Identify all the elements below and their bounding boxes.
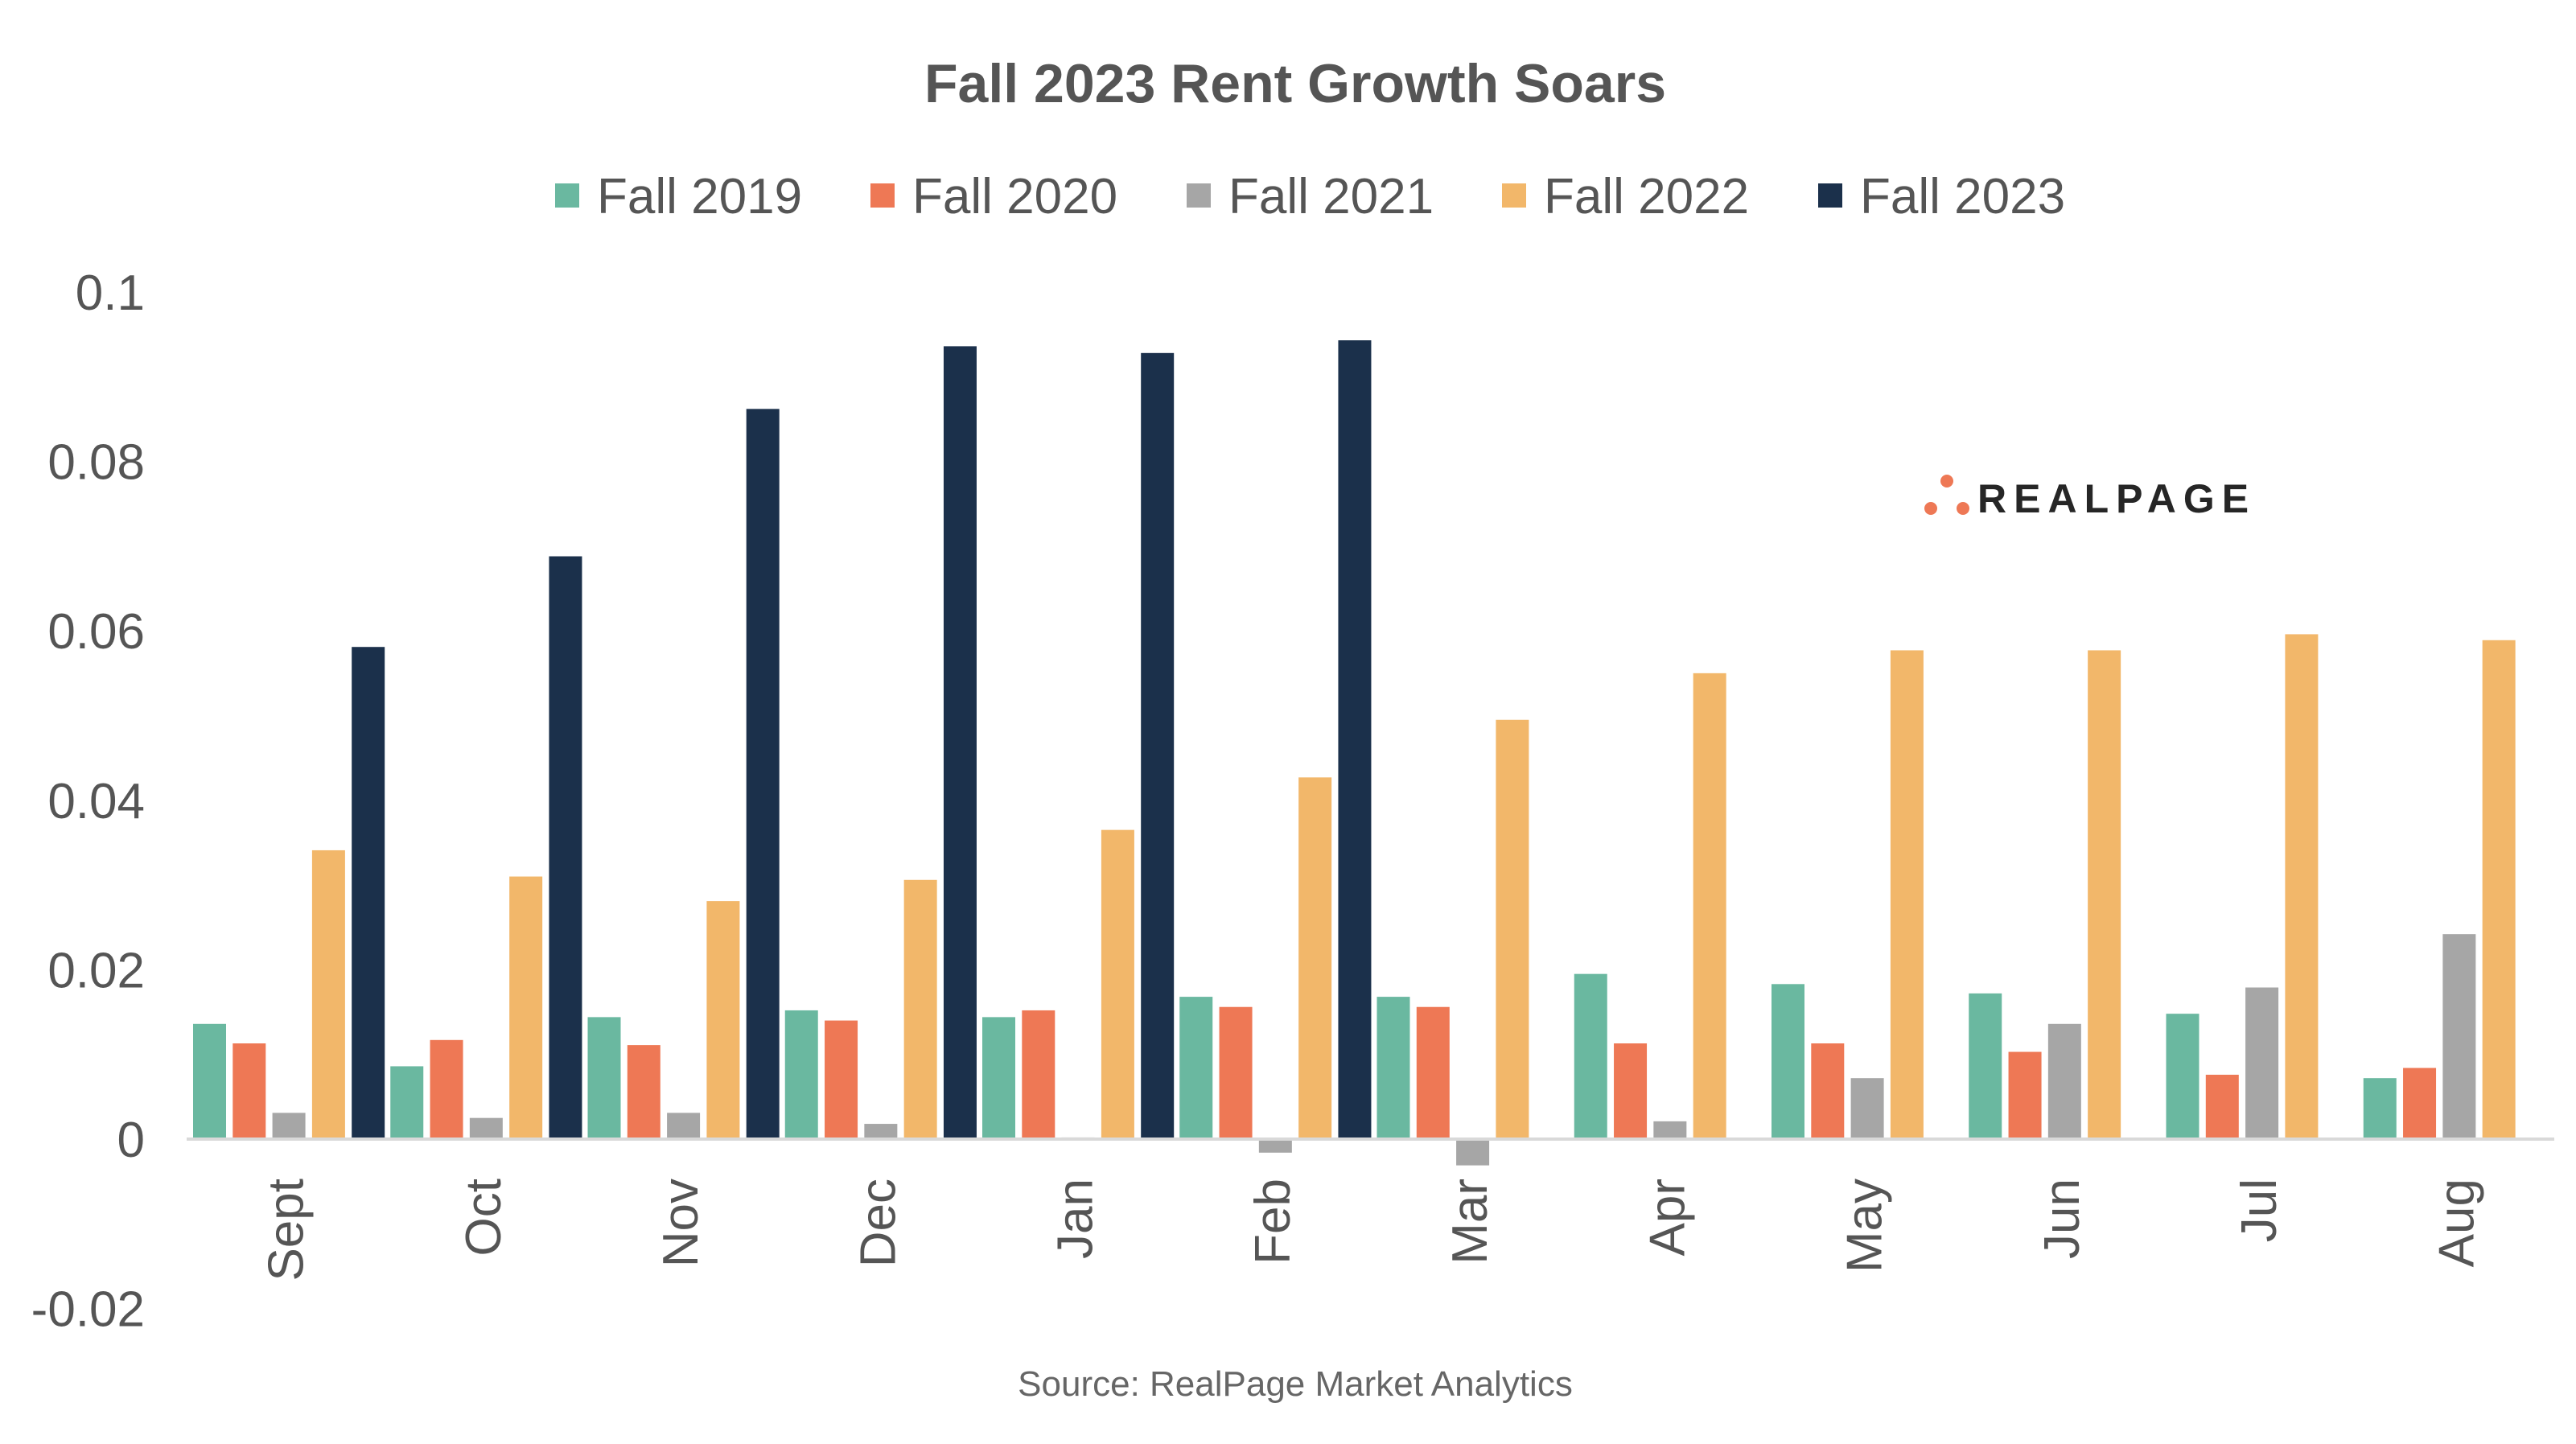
legend-swatch: [1187, 183, 1211, 208]
bar-fall-2020-may: [1811, 1043, 1845, 1139]
bar-fall-2021-dec: [864, 1124, 898, 1139]
bar-fall-2023-oct: [549, 556, 582, 1139]
y-tick-label: 0.08: [47, 435, 145, 491]
bar-fall-2021-aug: [2442, 934, 2476, 1139]
bar-fall-2023-nov: [746, 409, 780, 1140]
bar-fall-2022-dec: [903, 879, 937, 1139]
x-tick-label: May: [1837, 1179, 1893, 1273]
x-tick-label: Jan: [1048, 1179, 1104, 1259]
bar-fall-2020-mar: [1416, 1006, 1450, 1139]
x-tick-label: Jul: [2232, 1179, 2287, 1242]
bar-fall-2020-jun: [2008, 1051, 2042, 1139]
legend-label: Fall 2020: [912, 169, 1117, 224]
bar-fall-2020-dec: [825, 1020, 858, 1139]
legend-label: Fall 2021: [1228, 169, 1434, 224]
bar-fall-2022-oct: [509, 876, 543, 1139]
y-tick-label: -0.02: [31, 1282, 145, 1338]
bar-fall-2022-apr: [1693, 673, 1726, 1139]
bar-fall-2021-may: [1850, 1078, 1884, 1139]
logo-dot: [1957, 502, 1969, 515]
bar-fall-2021-mar: [1456, 1139, 1490, 1166]
legend-swatch: [870, 183, 895, 208]
bar-fall-2023-feb: [1338, 340, 1372, 1139]
legend-swatch: [1818, 183, 1842, 208]
legend-label: Fall 2023: [1860, 169, 2065, 224]
bars: [193, 340, 2516, 1166]
bar-fall-2019-dec: [784, 1010, 818, 1139]
bar-fall-2023-sept: [352, 647, 385, 1139]
x-tick-label: Feb: [1245, 1179, 1301, 1265]
bar-fall-2022-jan: [1101, 829, 1134, 1139]
bar-fall-2020-feb: [1219, 1006, 1253, 1139]
x-tick-label: Nov: [653, 1179, 709, 1267]
x-tick-label: Dec: [850, 1179, 906, 1267]
bar-fall-2020-aug: [2403, 1068, 2437, 1139]
legend-label: Fall 2022: [1544, 169, 1749, 224]
x-tick-label: Oct: [456, 1179, 512, 1256]
y-tick-label: 0.1: [76, 265, 145, 321]
bar-fall-2019-feb: [1179, 997, 1213, 1139]
x-tick-label: Aug: [2429, 1179, 2484, 1267]
logo-text: REALPAGE: [1977, 476, 2256, 521]
bar-fall-2022-mar: [1496, 719, 1529, 1139]
bar-fall-2019-aug: [2363, 1078, 2397, 1139]
y-tick-label: 0.04: [47, 774, 145, 829]
bar-fall-2021-nov: [667, 1113, 701, 1139]
logo-dot: [1924, 502, 1937, 515]
bar-fall-2022-feb: [1298, 777, 1332, 1139]
y-tick-label: 0.06: [47, 604, 145, 660]
bar-fall-2019-sept: [193, 1023, 226, 1139]
bar-fall-2020-apr: [1614, 1043, 1648, 1139]
bar-fall-2020-nov: [627, 1045, 660, 1139]
bar-fall-2021-feb: [1258, 1139, 1292, 1153]
bar-fall-2022-may: [1890, 650, 1924, 1139]
bar-fall-2022-sept: [311, 850, 345, 1139]
bar-fall-2020-sept: [232, 1043, 266, 1139]
bar-fall-2019-oct: [390, 1066, 424, 1139]
bar-fall-2019-mar: [1376, 997, 1410, 1139]
chart-title: Fall 2023 Rent Growth Soars: [924, 53, 1666, 114]
legend-swatch: [555, 183, 579, 208]
bar-fall-2020-jan: [1022, 1010, 1056, 1139]
legend-label: Fall 2019: [597, 169, 802, 224]
y-axis: 0.1 0.08 0.06 0.04 0.02 0 -0.02: [31, 265, 145, 1338]
y-tick-label: 0.02: [47, 943, 145, 998]
bar-fall-2022-jul: [2285, 634, 2319, 1139]
bar-fall-2022-nov: [706, 901, 740, 1139]
logo-dot: [1940, 475, 1953, 488]
bar-fall-2019-may: [1772, 984, 1804, 1139]
bar-fall-2019-jan: [982, 1017, 1015, 1139]
bar-fall-2020-oct: [430, 1039, 463, 1139]
x-tick-label: Apr: [1640, 1179, 1695, 1256]
legend-swatch: [1502, 183, 1526, 208]
bar-fall-2021-jul: [2245, 987, 2279, 1139]
x-tick-label: Mar: [1442, 1179, 1498, 1265]
bar-fall-2021-apr: [1653, 1121, 1687, 1139]
realpage-logo: REALPAGE: [1924, 475, 2256, 521]
legend: Fall 2019 Fall 2020 Fall 2021 Fall 2022 Fall…: [555, 169, 2065, 224]
bar-fall-2020-jul: [2205, 1074, 2239, 1139]
bar-fall-2023-jan: [1141, 352, 1175, 1139]
y-tick-label: 0: [117, 1113, 145, 1168]
x-tick-label: Sept: [259, 1179, 315, 1281]
bar-fall-2021-sept: [272, 1113, 306, 1139]
bar-fall-2019-jul: [2166, 1014, 2199, 1139]
x-axis: Sept Oct Nov Dec Jan Feb Mar Apr May Jun Jul Aug: [259, 1179, 2485, 1281]
bar-fall-2019-apr: [1574, 973, 1607, 1139]
bar-fall-2022-aug: [2482, 640, 2516, 1139]
bar-fall-2023-dec: [943, 346, 977, 1140]
bar-fall-2021-jun: [2047, 1023, 2081, 1139]
bar-fall-2019-jun: [1969, 993, 2002, 1139]
x-tick-label: Jun: [2035, 1179, 2090, 1259]
source-note: Source: RealPage Market Analytics: [1018, 1364, 1573, 1404]
bar-fall-2022-jun: [2088, 650, 2121, 1139]
bar-fall-2021-oct: [469, 1117, 503, 1139]
bar-fall-2019-nov: [587, 1017, 621, 1139]
